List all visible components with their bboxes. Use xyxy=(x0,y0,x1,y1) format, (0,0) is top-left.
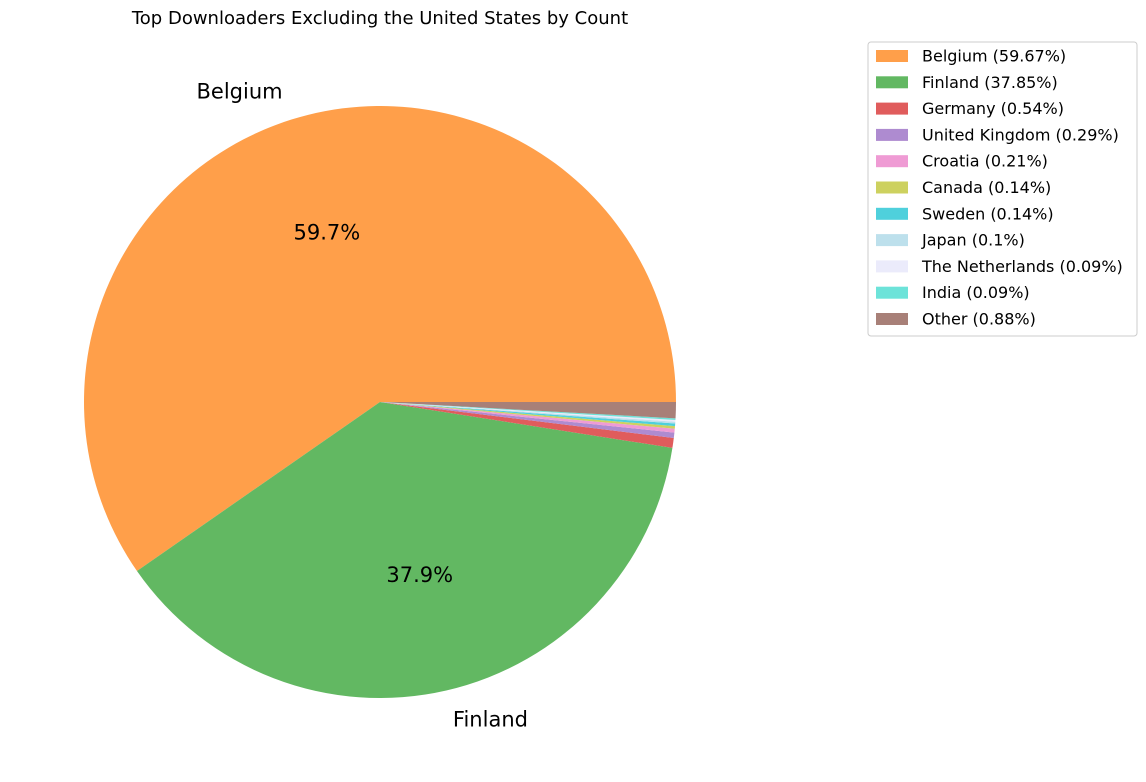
legend-swatch-belgium xyxy=(876,50,908,62)
legend-swatch-india xyxy=(876,286,908,299)
chart-title: Top Downloaders Excluding the United Sta… xyxy=(131,8,628,29)
slice-label-belgium: Belgium xyxy=(197,79,283,103)
legend-swatch-finland xyxy=(876,76,908,89)
legend-label-canada: Canada (0.14%) xyxy=(922,178,1051,197)
legend-label-croatia: Croatia (0.21%) xyxy=(922,152,1048,171)
legend-swatch-other xyxy=(876,313,908,325)
pie-slice-other xyxy=(380,402,676,419)
slice-percent-finland: 37.9% xyxy=(386,563,453,587)
legend-label-belgium: Belgium (59.67%) xyxy=(922,47,1066,66)
legend-label-united-kingdom: United Kingdom (0.29%) xyxy=(922,125,1119,144)
legend-swatch-united-kingdom xyxy=(876,128,908,141)
pie-labels: Belgium 59.7% Finland 37.9% xyxy=(197,79,528,731)
pie-slice-croatia xyxy=(380,402,675,433)
pie-slice-india xyxy=(380,402,676,421)
pie-slice-sweden xyxy=(380,402,676,427)
pie-slice-canada xyxy=(380,402,676,429)
slice-percent-belgium: 59.7% xyxy=(294,221,361,245)
legend-swatch-canada xyxy=(876,181,908,194)
legend-swatch-germany xyxy=(876,102,908,115)
legend-swatch-the-netherlands xyxy=(876,260,908,273)
pie-slice-united-kingdom xyxy=(380,402,675,438)
legend-frame xyxy=(867,41,1138,337)
legend-swatch-sweden xyxy=(876,207,908,220)
pie-slice-finland xyxy=(136,402,673,698)
slice-label-finland: Finland xyxy=(453,707,528,731)
legend-label-germany: Germany (0.54%) xyxy=(922,99,1064,118)
legend-label-india: India (0.09%) xyxy=(922,283,1030,302)
legend-label-the-netherlands: The Netherlands (0.09%) xyxy=(921,257,1123,276)
pie-slice-belgium xyxy=(84,106,677,571)
pie-slices xyxy=(84,106,677,698)
legend-label-sweden: Sweden (0.14%) xyxy=(922,204,1054,223)
legend-swatch-croatia xyxy=(876,155,908,168)
legend-label-japan: Japan (0.1%) xyxy=(921,231,1025,250)
legend-swatch-japan xyxy=(876,234,908,247)
pie-slice-japan xyxy=(380,402,676,424)
pie-slice-germany xyxy=(380,402,674,448)
legend-label-finland: Finland (37.85%) xyxy=(922,73,1058,92)
legend: Belgium (59.67%) Finland (37.85%) Germany … xyxy=(867,41,1138,337)
legend-label-other: Other (0.88%) xyxy=(922,310,1036,329)
pie-slice-the-netherlands xyxy=(380,402,676,422)
